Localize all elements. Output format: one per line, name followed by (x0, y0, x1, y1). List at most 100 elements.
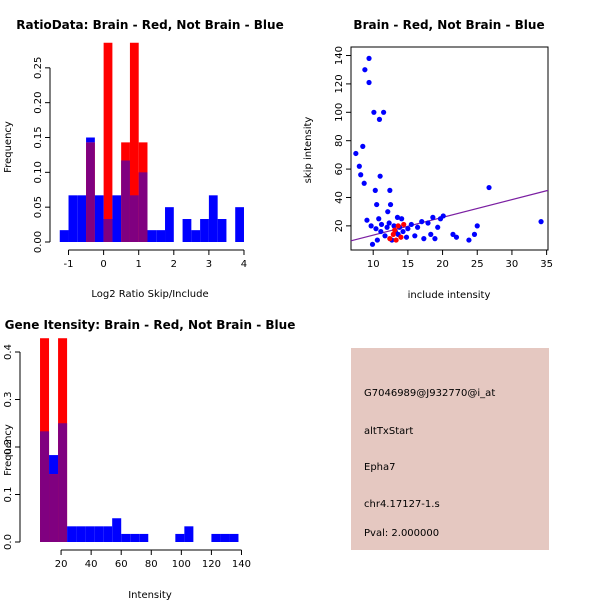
scatter-not-brain-point (385, 209, 391, 215)
ratio-histogram-overlap-bar (129, 195, 139, 242)
ratio-histogram-not-brain-bar (165, 207, 174, 242)
scatter-not-brain-point (435, 224, 441, 230)
scatter-not-brain-point (432, 236, 438, 242)
scatter-not-brain-point (371, 109, 377, 115)
intensity-histogram-y-tick-label: 0.3 (3, 392, 14, 408)
intensity-histogram-not-brain-bar (121, 533, 131, 542)
scatter-ylabel: skip intensity (303, 117, 314, 184)
intensity-histogram-not-brain-bar (184, 526, 194, 542)
scatter-not-brain-point (474, 223, 480, 229)
scatter-brain-point (398, 234, 404, 240)
intensity-histogram-x-tick-label: 40 (85, 559, 98, 570)
location-text: chr4.17127-1.s (364, 499, 440, 510)
intensity-histogram-y-tick-label: 0.2 (3, 439, 14, 455)
scatter-not-brain-point (403, 234, 410, 240)
gene-name-text: Epha7 (364, 462, 396, 473)
ratio-histogram-x-tick-label: 2 (171, 259, 177, 270)
scatter-not-brain-point (372, 187, 378, 193)
ratio-histogram-not-brain-bar (208, 195, 218, 242)
scatter-not-brain-point (376, 216, 382, 222)
scatter-brain-point (401, 221, 407, 228)
scatter-marks (350, 55, 549, 247)
scatter-not-brain-point (369, 241, 376, 247)
scatter-not-brain-point (419, 219, 425, 225)
scatter-x-tick-label: 15 (402, 259, 415, 270)
scatter-not-brain-point (538, 219, 544, 225)
ratio-histogram-ylabel: Frequency (3, 121, 14, 173)
ratio-histogram-not-brain-bar (182, 219, 192, 242)
scatter-not-brain-point (382, 233, 388, 239)
scatter-y-tick-label: 140 (334, 46, 345, 65)
scatter-plot-frame (350, 46, 549, 251)
ratio-histogram-not-brain-bar (200, 219, 209, 242)
intensity-histogram-not-brain-bar (175, 533, 185, 542)
scatter-not-brain-point (374, 237, 380, 243)
info-panel-background (351, 348, 549, 550)
intensity-histogram-axes: 20 40 60 80 100 120 140 0.0 0.1 0.2 0.3 0.4 (3, 344, 251, 570)
ratio-histogram-not-brain-bar (86, 137, 95, 143)
scatter-not-brain-point (387, 201, 394, 208)
scatter-not-brain-point (360, 143, 366, 149)
intensity-histogram-overlap-bar (58, 423, 68, 542)
event-type-text: altTxStart (364, 426, 413, 437)
ratio-histogram-not-brain-bar (147, 230, 157, 242)
intensity-histogram-y-tick-label: 0.1 (3, 487, 14, 503)
scatter-x-tick-label: 25 (471, 259, 484, 270)
intensity-histogram-overlap-bar (40, 431, 50, 542)
ratio-histogram-x-tick-label: -1 (64, 259, 74, 270)
probe-id-text: G7046989@J932770@i_at (364, 388, 495, 399)
scatter-not-brain-point (391, 223, 397, 229)
ratio-histogram-not-brain-bar (112, 195, 122, 242)
scatter-not-brain-point (471, 231, 478, 237)
scatter-not-brain-point (428, 231, 434, 237)
scatter-not-brain-point (450, 231, 456, 237)
scatter-x-tick-label: 35 (540, 259, 553, 270)
ratio-histogram-y-tick-label: 0.25 (33, 57, 44, 79)
scatter-not-brain-point (356, 163, 362, 169)
ratio-histogram-not-brain-bar (217, 219, 227, 242)
scatter-panel: Brain - Red, Not Brain - Blue include in… (303, 18, 553, 301)
intensity-histogram-x-tick-label: 80 (145, 559, 158, 570)
scatter-not-brain-point (408, 221, 414, 228)
scatter-not-brain-point (376, 116, 383, 122)
intensity-histogram-x-tick-label: 120 (202, 559, 221, 570)
ratio-histogram-brain-bar (129, 42, 139, 243)
scatter-not-brain-point (362, 67, 368, 73)
scatter-not-brain-point (387, 187, 393, 193)
intensity-histogram-x-tick-label: 140 (232, 559, 251, 570)
scatter-not-brain-point (399, 216, 405, 222)
intensity-histogram-ylabel: Frequency (3, 424, 14, 476)
ratio-histogram-not-brain-bar (77, 195, 87, 242)
scatter-y-tick-label: 80 (334, 134, 345, 147)
scatter-brain-point (387, 236, 393, 242)
scatter-not-brain-point (361, 180, 367, 186)
intensity-histogram-overlap-bar (49, 474, 59, 542)
scatter-not-brain-point (358, 172, 364, 178)
ratio-histogram-not-brain-bar (68, 195, 78, 242)
intensity-histogram-not-brain-bar (130, 533, 140, 542)
scatter-title: Brain - Red, Not Brain - Blue (353, 18, 544, 32)
ratio-histogram-bars (59, 42, 244, 243)
ratio-histogram-y-tick-label: 0.15 (33, 126, 44, 148)
ratio-histogram-not-brain-bar (235, 207, 244, 242)
intensity-histogram-not-brain-bar (229, 533, 239, 542)
scatter-not-brain-point (440, 213, 446, 219)
intensity-histogram-x-tick-label: 100 (172, 559, 191, 570)
scatter-not-brain-point (421, 236, 427, 242)
scatter-not-brain-point (466, 237, 472, 243)
ratio-histogram-overlap-bar (138, 172, 148, 242)
scatter-brain-point (390, 231, 396, 237)
scatter-xlabel: include intensity (408, 290, 491, 301)
scatter-x-tick-label: 20 (436, 259, 449, 270)
scatter-not-brain-point (378, 221, 385, 228)
scatter-y-tick-label: 40 (334, 191, 345, 204)
ratio-histogram-axes: -1 0 1 2 3 4 0.00 0.05 0.10 0.15 0.20 0.25 (33, 57, 247, 270)
ratio-histogram-not-brain-bar (191, 230, 201, 242)
scatter-not-brain-point (378, 228, 384, 235)
ratio-histogram-overlap-bar (86, 142, 95, 242)
intensity-histogram-not-brain-bar (220, 533, 230, 542)
scatter-x-tick-label: 10 (367, 259, 380, 270)
scatter-regression-line (350, 189, 549, 242)
scatter-not-brain-point (430, 214, 436, 220)
